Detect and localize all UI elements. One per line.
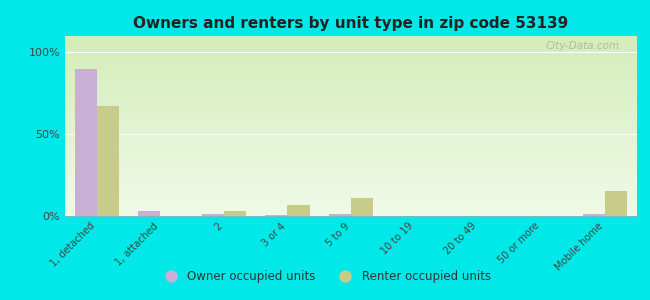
- Bar: [351, 198, 373, 216]
- Bar: [605, 191, 627, 216]
- Bar: [287, 205, 309, 216]
- Bar: [329, 214, 351, 216]
- Legend: Owner occupied units, Renter occupied units: Owner occupied units, Renter occupied un…: [154, 266, 496, 288]
- Bar: [138, 211, 161, 216]
- Text: City-Data.com: City-Data.com: [546, 41, 620, 51]
- Bar: [583, 214, 605, 216]
- Bar: [75, 69, 97, 216]
- Bar: [224, 211, 246, 216]
- Title: Owners and renters by unit type in zip code 53139: Owners and renters by unit type in zip c…: [133, 16, 569, 31]
- Bar: [97, 106, 119, 216]
- Bar: [202, 214, 224, 216]
- Bar: [265, 215, 287, 216]
